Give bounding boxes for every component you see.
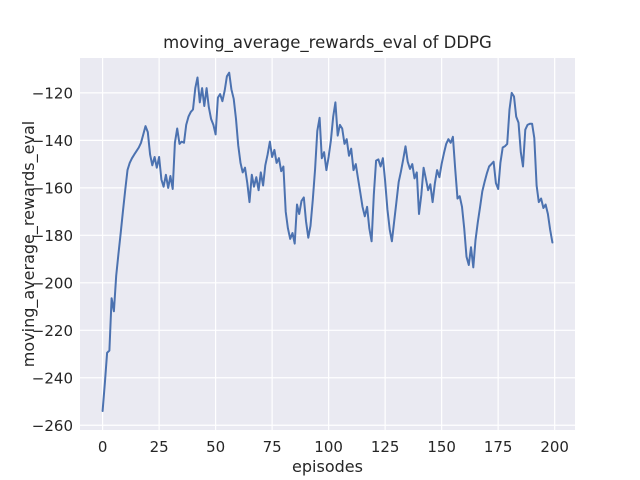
y-axis-label: moving_average_rewards_eval: [19, 121, 39, 367]
data-line: [101, 71, 554, 412]
y-tick-label: −180: [32, 227, 73, 245]
x-tick-label: 25: [150, 438, 169, 456]
grid: [80, 58, 575, 430]
y-tick-label: −120: [32, 84, 73, 102]
x-axis-label: episodes: [292, 457, 363, 476]
chart-title: moving_average_rewards_eval of DDPG: [163, 33, 492, 53]
x-tick-label: 175: [484, 438, 513, 456]
x-tick-label: 150: [427, 438, 456, 456]
series-moving_average_rewards_eval: [101, 71, 554, 412]
y-tick-label: −240: [32, 369, 73, 387]
y-tick-labels: −260 −240 −220 −200 −180 −160 −140 −120: [32, 84, 73, 434]
x-tick-label: 0: [98, 438, 108, 456]
plot-area: [80, 58, 575, 430]
y-tick-label: −200: [32, 274, 73, 292]
y-tick-label: −220: [32, 322, 73, 340]
y-tick-label: −260: [32, 417, 73, 435]
y-tick-label: −140: [32, 132, 73, 150]
x-tick-label: 125: [371, 438, 400, 456]
x-tick-label: 50: [206, 438, 225, 456]
x-tick-label: 200: [540, 438, 569, 456]
y-tick-label: −160: [32, 179, 73, 197]
x-tick-labels: 0 25 50 75 100 125 150 175 200: [98, 438, 569, 456]
x-tick-label: 100: [314, 438, 343, 456]
x-tick-label: 75: [263, 438, 282, 456]
